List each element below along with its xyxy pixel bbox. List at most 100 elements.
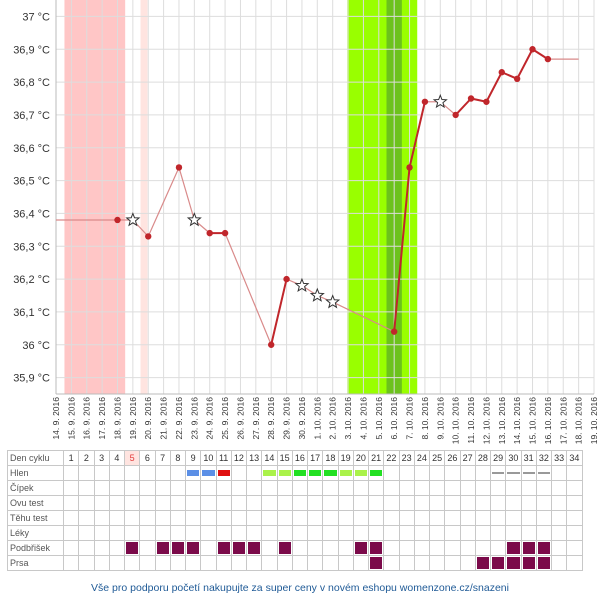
- table-cell[interactable]: [93, 525, 110, 541]
- table-cell[interactable]: [566, 540, 583, 556]
- table-cell[interactable]: [78, 465, 95, 481]
- table-cell[interactable]: [276, 525, 293, 541]
- table-cell[interactable]: [78, 510, 95, 526]
- table-cell[interactable]: [474, 495, 492, 511]
- table-cell[interactable]: [139, 480, 156, 496]
- table-cell[interactable]: [489, 525, 507, 541]
- table-cell[interactable]: [489, 495, 507, 511]
- table-cell[interactable]: [398, 465, 415, 481]
- table-cell[interactable]: [398, 495, 415, 511]
- table-cell[interactable]: [230, 495, 248, 511]
- table-cell[interactable]: [489, 510, 507, 526]
- table-cell[interactable]: [474, 525, 492, 541]
- table-cell[interactable]: [139, 465, 156, 481]
- table-cell[interactable]: [93, 555, 110, 571]
- table-cell[interactable]: [383, 510, 400, 526]
- table-cell[interactable]: [108, 555, 126, 571]
- table-cell[interactable]: [459, 465, 476, 481]
- table-cell[interactable]: [78, 480, 95, 496]
- table-cell[interactable]: [428, 465, 446, 481]
- table-cell[interactable]: [383, 540, 400, 556]
- table-cell[interactable]: [535, 510, 553, 526]
- table-cell[interactable]: [245, 510, 263, 526]
- table-cell[interactable]: [352, 480, 370, 496]
- table-cell[interactable]: [535, 525, 553, 541]
- table-cell[interactable]: [550, 510, 568, 526]
- table-cell[interactable]: [276, 480, 293, 496]
- table-cell[interactable]: [474, 555, 492, 571]
- table-cell[interactable]: [123, 465, 141, 481]
- table-cell[interactable]: [505, 480, 522, 496]
- table-cell[interactable]: [383, 480, 400, 496]
- table-cell[interactable]: [93, 465, 110, 481]
- table-cell[interactable]: [230, 465, 248, 481]
- table-cell[interactable]: [215, 480, 232, 496]
- table-cell[interactable]: [200, 480, 217, 496]
- table-cell[interactable]: [352, 465, 370, 481]
- table-cell[interactable]: [93, 495, 110, 511]
- table-cell[interactable]: [78, 555, 95, 571]
- table-cell[interactable]: [291, 540, 309, 556]
- table-cell[interactable]: [520, 540, 537, 556]
- table-cell[interactable]: [184, 510, 202, 526]
- table-cell[interactable]: [322, 495, 339, 511]
- table-cell[interactable]: [291, 495, 309, 511]
- table-cell[interactable]: [550, 525, 568, 541]
- table-cell[interactable]: [78, 525, 95, 541]
- table-cell[interactable]: [230, 525, 248, 541]
- table-cell[interactable]: [505, 510, 522, 526]
- table-cell[interactable]: [566, 480, 583, 496]
- table-cell[interactable]: [566, 510, 583, 526]
- table-cell[interactable]: [535, 465, 553, 481]
- table-cell[interactable]: [474, 480, 492, 496]
- table-cell[interactable]: [535, 495, 553, 511]
- table-cell[interactable]: [200, 465, 217, 481]
- table-cell[interactable]: [154, 495, 171, 511]
- table-cell[interactable]: [154, 480, 171, 496]
- table-cell[interactable]: [276, 555, 293, 571]
- table-cell[interactable]: [62, 495, 80, 511]
- table-cell[interactable]: [93, 510, 110, 526]
- table-cell[interactable]: [383, 495, 400, 511]
- table-cell[interactable]: [200, 555, 217, 571]
- table-cell[interactable]: [398, 555, 415, 571]
- table-cell[interactable]: [123, 525, 141, 541]
- table-cell[interactable]: [215, 465, 232, 481]
- table-cell[interactable]: [444, 495, 461, 511]
- table-cell[interactable]: [489, 480, 507, 496]
- table-cell[interactable]: [398, 480, 415, 496]
- table-cell[interactable]: [505, 540, 522, 556]
- table-cell[interactable]: [428, 525, 446, 541]
- footer-promo-link[interactable]: Vše pro podporu početí nakupujte za supe…: [91, 582, 509, 594]
- table-cell[interactable]: [444, 540, 461, 556]
- table-cell[interactable]: [428, 510, 446, 526]
- table-cell[interactable]: [566, 465, 583, 481]
- table-cell[interactable]: [383, 525, 400, 541]
- table-cell[interactable]: [108, 495, 126, 511]
- table-cell[interactable]: [505, 465, 522, 481]
- table-cell[interactable]: [367, 525, 385, 541]
- table-cell[interactable]: [108, 525, 126, 541]
- table-cell[interactable]: [184, 555, 202, 571]
- table-cell[interactable]: [306, 465, 324, 481]
- table-cell[interactable]: [550, 495, 568, 511]
- table-cell[interactable]: [139, 540, 156, 556]
- table-cell[interactable]: [352, 555, 370, 571]
- table-cell[interactable]: [108, 480, 126, 496]
- table-cell[interactable]: [215, 495, 232, 511]
- table-cell[interactable]: [322, 510, 339, 526]
- table-cell[interactable]: [322, 525, 339, 541]
- table-cell[interactable]: [230, 540, 248, 556]
- table-cell[interactable]: [398, 510, 415, 526]
- table-cell[interactable]: [505, 495, 522, 511]
- table-cell[interactable]: [566, 525, 583, 541]
- table-cell[interactable]: [306, 495, 324, 511]
- table-cell[interactable]: [428, 480, 446, 496]
- table-cell[interactable]: [398, 540, 415, 556]
- table-cell[interactable]: [200, 525, 217, 541]
- table-cell[interactable]: [200, 495, 217, 511]
- table-cell[interactable]: [276, 540, 293, 556]
- table-cell[interactable]: [505, 555, 522, 571]
- table-cell[interactable]: [230, 480, 248, 496]
- table-cell[interactable]: [398, 525, 415, 541]
